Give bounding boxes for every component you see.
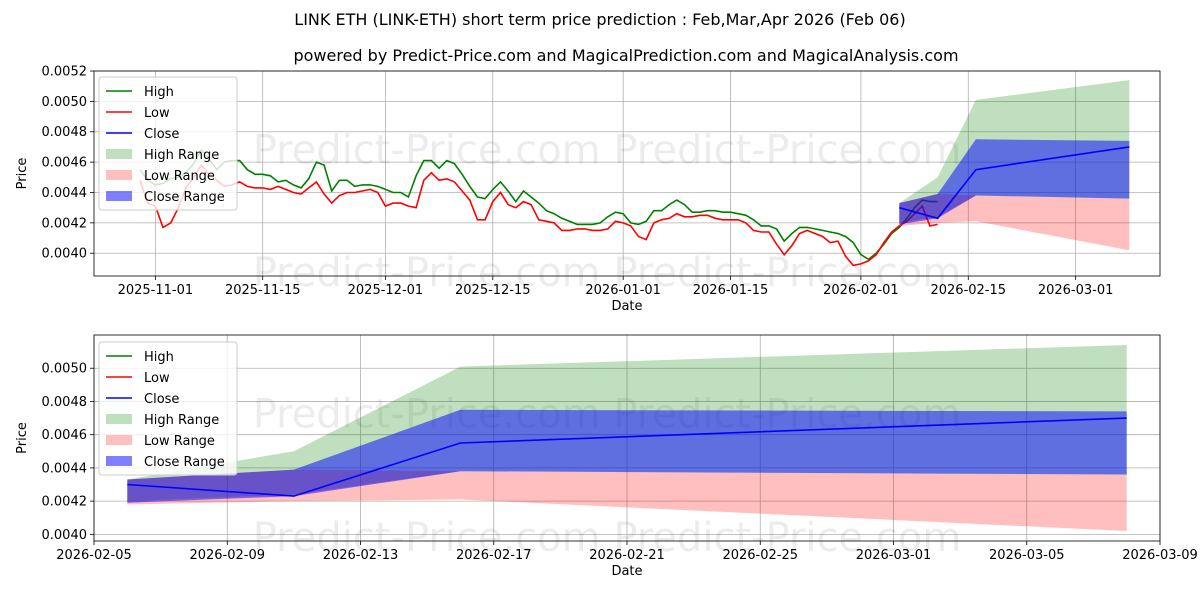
history-panel: 2025-11-01 2025-11-15 2025-12-01 2025-12-15… xyxy=(15,65,1161,314)
history-legend-label: Close xyxy=(144,127,179,142)
forecast-tick-label-y: 0.0048 xyxy=(42,395,88,410)
history-legend-swatch xyxy=(106,191,132,201)
history-axes-frame xyxy=(93,70,1161,277)
history-tick-label-y: 0.0048 xyxy=(42,125,88,140)
forecast-legend-swatch xyxy=(106,456,132,466)
forecast-legend-label: Close xyxy=(144,392,179,407)
forecast-tick-label-x: 2026-02-25 xyxy=(722,548,798,563)
forecast-low-range-band xyxy=(127,469,1127,531)
history-tick-label-y: 0.0042 xyxy=(42,216,88,231)
history-watermark: Predict-Price.com Predict-Price.com xyxy=(253,250,962,296)
forecast-tick-label-y: 0.0046 xyxy=(42,428,88,443)
history-tick-label-y: 0.0044 xyxy=(42,186,88,201)
history-legend-label: Close Range xyxy=(144,190,225,205)
forecast-tick-label-x: 2026-02-05 xyxy=(56,548,132,563)
history-legend-label: High Range xyxy=(144,148,219,163)
history-x-axis-label: Date xyxy=(611,299,642,314)
forecast-watermark: Predict-Price.com Predict-Price.com xyxy=(253,515,962,561)
history-tick-label-x: 2026-02-15 xyxy=(930,283,1006,298)
history-low-range-band xyxy=(899,194,1130,251)
forecast-tick-label-x: 2026-02-21 xyxy=(589,548,665,563)
history-legend-label: Low xyxy=(144,106,170,121)
forecast-tick-label-x: 2026-02-13 xyxy=(323,548,399,563)
history-legend-label: Low Range xyxy=(144,169,215,184)
forecast-panel: 2026-02-05 2026-02-09 2026-02-13 2026-02-17… xyxy=(15,334,1198,579)
history-tick-label-y: 0.0050 xyxy=(42,95,88,110)
forecast-x-axis-label: Date xyxy=(611,564,642,579)
history-legend-swatch xyxy=(106,149,132,159)
history-tick-label-x: 2026-03-01 xyxy=(1038,283,1114,298)
history-tick-label-y: 0.0046 xyxy=(42,156,88,171)
history-y-axis-label: Price xyxy=(15,158,30,190)
forecast-legend-label: Low Range xyxy=(144,434,215,449)
forecast-legend-box xyxy=(98,341,238,476)
history-tick-label-x: 2025-11-01 xyxy=(118,283,194,298)
history-close-range-band xyxy=(899,139,1130,225)
forecast-tick-label-x: 2026-02-09 xyxy=(189,548,265,563)
forecast-tick-label-x: 2026-03-01 xyxy=(856,548,932,563)
history-tick-label-x: 2025-12-15 xyxy=(455,283,531,298)
forecast-tick-label-x: 2026-02-17 xyxy=(456,548,532,563)
forecast-legend-label: High xyxy=(144,350,174,365)
forecast-tick-label-x: 2026-03-05 xyxy=(989,548,1065,563)
history-tick-label-y: 0.0040 xyxy=(42,247,88,262)
history-tick-label-y: 0.0052 xyxy=(42,65,88,80)
forecast-legend-label: High Range xyxy=(144,413,219,428)
history-tick-label-x: 2026-01-15 xyxy=(693,283,769,298)
forecast-legend-swatch xyxy=(106,414,132,424)
history-close-line xyxy=(899,146,1130,220)
forecast-legend-label: Low xyxy=(144,371,170,386)
forecast-tick-label-y: 0.0042 xyxy=(42,495,88,510)
chart-title: LINK ETH (LINK-ETH) short term price pre… xyxy=(294,10,905,29)
forecast-legend-swatch xyxy=(106,435,132,445)
history-high-line xyxy=(139,148,938,261)
history-tick-label-x: 2026-02-01 xyxy=(823,283,899,298)
forecast-axes-frame xyxy=(93,334,1161,542)
history-legend-box xyxy=(98,76,238,211)
history-watermark: Predict-Price.com Predict-Price.com xyxy=(253,127,962,173)
chart-subtitle: powered by Predict-Price.com and Magical… xyxy=(293,46,958,65)
history-tick-label-x: 2026-01-01 xyxy=(585,283,661,298)
history-tick-label-x: 2025-12-01 xyxy=(348,283,424,298)
forecast-legend-label: Close Range xyxy=(144,455,225,470)
history-tick-label-x: 2025-11-15 xyxy=(225,283,301,298)
forecast-close-range-band xyxy=(127,409,1127,503)
forecast-tick-label-y: 0.0044 xyxy=(42,461,88,476)
forecast-tick-label-y: 0.0050 xyxy=(42,362,88,377)
history-low-line xyxy=(139,163,938,267)
forecast-tick-label-y: 0.0040 xyxy=(42,528,88,543)
forecast-tick-label-x: 2026-03-09 xyxy=(1122,548,1198,563)
forecast-y-axis-label: Price xyxy=(15,422,30,454)
forecast-close-line xyxy=(127,417,1127,497)
history-legend-label: High xyxy=(144,85,174,100)
history-legend-swatch xyxy=(106,170,132,180)
